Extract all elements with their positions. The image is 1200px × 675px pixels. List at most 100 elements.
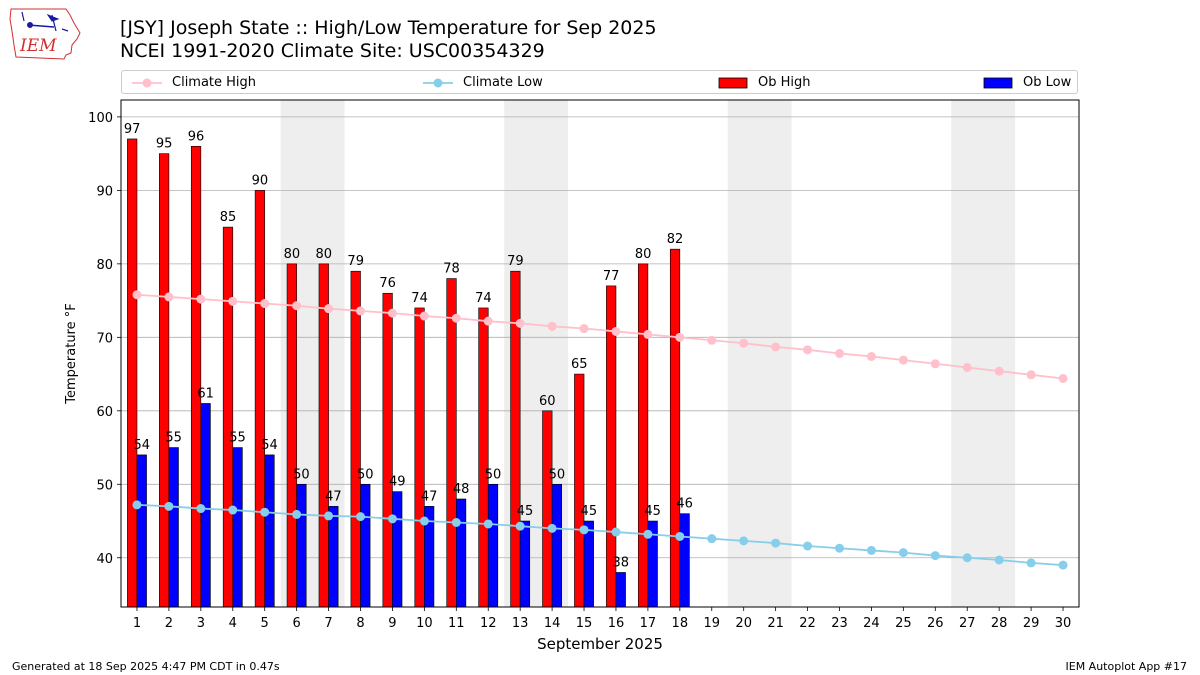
climate-high-point: [707, 335, 717, 345]
iowa-state-outline-icon: [9, 8, 81, 60]
x-tick-label: 12: [480, 616, 497, 631]
climate-high-point: [164, 292, 174, 302]
y-tick-label: 80: [96, 258, 113, 273]
climate-high-point: [962, 362, 972, 372]
climate-high-point: [579, 324, 589, 334]
plot-frame: [120, 99, 1080, 608]
climate-high-point: [675, 332, 685, 342]
x-tick-label: 25: [895, 616, 912, 631]
bar-ob-high: [669, 248, 681, 608]
climate-high-point: [324, 304, 334, 314]
data-label-ob-low: 38: [612, 555, 629, 570]
data-label-ob-low: 50: [549, 467, 566, 482]
climate-high-point: [930, 359, 940, 369]
climate-low-point: [356, 512, 365, 522]
generated-timestamp: Generated at 18 Sep 2025 4:47 PM CDT in …: [12, 660, 280, 673]
y-tick-label: 70: [96, 331, 113, 346]
climate-low-point: [515, 521, 525, 531]
bar-ob-high: [190, 145, 202, 608]
bar-ob-high: [574, 373, 585, 608]
weekend-band: [951, 100, 1016, 607]
bar-ob-low: [392, 491, 403, 608]
climate-low-point: [739, 536, 749, 546]
x-tick-label: 28: [991, 616, 1008, 631]
data-label-ob-low: 50: [485, 467, 502, 482]
bar-ob-low: [328, 506, 339, 608]
bar-ob-high: [382, 292, 393, 608]
data-label-ob-high: 96: [188, 129, 205, 144]
bar-ob-high: [222, 226, 234, 608]
climate-high-point: [515, 318, 525, 328]
climate-high-point: [835, 349, 844, 358]
x-tick-label: 6: [292, 616, 300, 631]
climate-high-point: [483, 316, 493, 326]
legend-line-marker-icon: [132, 78, 162, 88]
x-tick-label: 9: [388, 616, 396, 631]
x-tick-label: 22: [799, 616, 816, 631]
x-tick-label: 2: [165, 616, 173, 631]
climate-high-point: [387, 308, 397, 318]
chart-title: [JSY] Joseph State :: High/Low Temperatu…: [120, 17, 657, 39]
data-label-ob-low: 50: [357, 467, 374, 482]
climate-low-point: [771, 538, 781, 548]
data-label-ob-high: 90: [252, 173, 269, 188]
data-label-ob-low: 54: [133, 438, 150, 453]
x-tick-label: 5: [261, 616, 269, 631]
climate-high-point: [419, 311, 429, 321]
data-label-ob-high: 80: [635, 247, 652, 262]
climate-low-point: [994, 555, 1004, 565]
x-tick-label: 21: [767, 616, 784, 631]
climate-low-point: [260, 507, 270, 517]
x-tick-label: 27: [959, 616, 976, 631]
climate-low-point: [611, 527, 621, 537]
y-axis-label: Temperature °F: [64, 303, 79, 404]
climate-low-point: [132, 500, 142, 510]
data-label-ob-low: 55: [165, 431, 182, 446]
climate-low-point: [1026, 558, 1036, 568]
data-label-ob-low: 55: [229, 431, 246, 446]
weather-station-icon: [21, 11, 69, 32]
x-tick-label: 1: [133, 616, 141, 631]
y-tick-label: 90: [96, 184, 113, 199]
climate-high-point: [292, 301, 302, 311]
climate-low-point: [196, 504, 206, 514]
data-label-ob-high: 97: [124, 122, 141, 137]
data-label-ob-high: 74: [411, 291, 428, 306]
data-label-ob-high: 74: [475, 291, 492, 306]
x-tick-label: 18: [672, 616, 689, 631]
y-tick-label: 60: [96, 405, 113, 420]
bar-ob-low: [487, 483, 499, 608]
bar-ob-high: [318, 263, 329, 608]
data-label-ob-high: 78: [443, 262, 460, 277]
bar-ob-low: [264, 454, 275, 608]
climate-high-point: [866, 351, 876, 361]
climate-low-point: [803, 541, 813, 551]
x-tick-label: 8: [356, 616, 364, 631]
bar-ob-high: [414, 307, 425, 608]
x-tick-label: 26: [927, 616, 944, 631]
climate-low-point: [643, 529, 653, 539]
bar-ob-low: [519, 520, 531, 608]
data-label-ob-low: 47: [421, 489, 438, 504]
bar-ob-low: [551, 483, 562, 608]
x-tick-label: 3: [197, 616, 205, 631]
data-label-ob-high: 80: [284, 247, 301, 262]
data-label-ob-high: 85: [220, 210, 237, 225]
climate-low-point: [930, 551, 940, 561]
data-label-ob-high: 79: [347, 254, 364, 269]
weekend-band: [727, 100, 792, 607]
data-label-ob-high: 76: [379, 276, 396, 291]
chart-legend: Climate High Climate Low Ob High Ob Low: [121, 70, 1078, 94]
climate-low-point: [835, 543, 844, 553]
x-tick-label: 7: [324, 616, 332, 631]
legend-line-marker-icon: [423, 78, 453, 88]
legend-label: Ob Low: [1023, 75, 1072, 90]
climate-high-point: [196, 294, 206, 304]
iem-logo-text: IEM: [19, 36, 57, 56]
bar-ob-low: [615, 572, 626, 608]
climate-low-point: [866, 545, 876, 555]
x-tick-label: 11: [448, 616, 465, 631]
bar-ob-low: [455, 498, 467, 608]
data-label-ob-low: 50: [293, 467, 310, 482]
data-label-ob-high: 77: [603, 269, 620, 284]
